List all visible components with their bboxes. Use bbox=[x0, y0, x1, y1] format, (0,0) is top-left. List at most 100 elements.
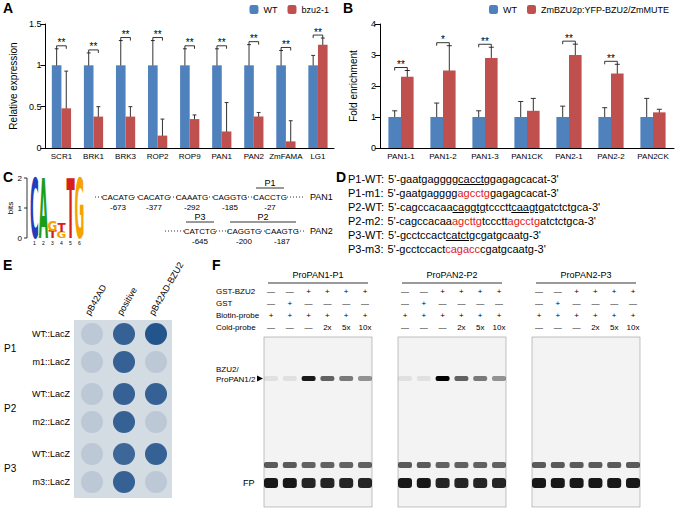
svg-text:-27: -27 bbox=[264, 203, 276, 212]
svg-text:10x: 10x bbox=[493, 323, 506, 332]
svg-text:PAN1-2: PAN1-2 bbox=[429, 152, 457, 161]
svg-text:+: + bbox=[344, 287, 349, 296]
svg-text:+: + bbox=[593, 311, 598, 320]
svg-text:0: 0 bbox=[371, 143, 376, 153]
svg-text:—: — bbox=[305, 299, 313, 308]
svg-text:—: — bbox=[535, 299, 543, 308]
svg-text:+: + bbox=[363, 287, 368, 296]
svg-text:P3: P3 bbox=[194, 212, 205, 222]
svg-text:Fold enrichment: Fold enrichment bbox=[348, 50, 359, 122]
svg-text:ProPAN1-P1: ProPAN1-P1 bbox=[293, 270, 344, 280]
svg-text:—: — bbox=[361, 299, 369, 308]
svg-text:PAN1: PAN1 bbox=[310, 192, 333, 202]
svg-text:+: + bbox=[363, 311, 368, 320]
svg-text:m3::LacZ: m3::LacZ bbox=[32, 477, 70, 487]
svg-text:P1: P1 bbox=[4, 343, 17, 354]
svg-text:-292: -292 bbox=[184, 203, 201, 212]
svg-text:FP: FP bbox=[243, 478, 255, 488]
svg-text:G: G bbox=[75, 161, 85, 258]
svg-text:pB42AD: pB42AD bbox=[83, 283, 109, 317]
svg-text:1: 1 bbox=[33, 240, 36, 246]
svg-text:-187: -187 bbox=[274, 237, 291, 246]
svg-text:CAGGTG: CAGGTG bbox=[227, 227, 262, 236]
svg-text:1: 1 bbox=[18, 204, 23, 213]
svg-text:A: A bbox=[3, 0, 13, 16]
svg-text:**: ** bbox=[186, 37, 194, 48]
svg-text:WT::LacZ: WT::LacZ bbox=[32, 389, 71, 399]
svg-text:CAAATG: CAAATG bbox=[176, 193, 208, 202]
svg-text:PAN2CK: PAN2CK bbox=[637, 152, 669, 161]
svg-text:+: + bbox=[344, 311, 349, 320]
svg-text:—: — bbox=[554, 323, 562, 332]
svg-text:**: ** bbox=[58, 37, 66, 48]
svg-text:—: — bbox=[629, 299, 637, 308]
svg-text:—: — bbox=[286, 287, 294, 296]
svg-text:ROP2: ROP2 bbox=[147, 152, 169, 161]
svg-text:—: — bbox=[573, 299, 581, 308]
svg-text:—: — bbox=[305, 323, 313, 332]
svg-text:WT: WT bbox=[503, 5, 517, 15]
svg-text:ZmBZU2p:YFP-BZU2/ZmMUTE: ZmBZU2p:YFP-BZU2/ZmMUTE bbox=[541, 5, 669, 15]
svg-text:T: T bbox=[48, 229, 57, 241]
svg-text:—: — bbox=[420, 323, 428, 332]
svg-text:bzu2-1: bzu2-1 bbox=[301, 5, 329, 15]
svg-text:bits: bits bbox=[6, 202, 15, 214]
svg-text:PAN1-1: PAN1-1 bbox=[387, 152, 415, 161]
svg-text:0: 0 bbox=[36, 143, 41, 153]
svg-text:SCR1: SCR1 bbox=[51, 152, 73, 161]
svg-text:+: + bbox=[478, 287, 483, 296]
svg-text:+: + bbox=[403, 311, 408, 320]
svg-text:+: + bbox=[612, 287, 617, 296]
svg-text:F: F bbox=[212, 257, 221, 273]
svg-text:0.5: 0.5 bbox=[29, 102, 42, 112]
svg-text:ZmFAMA: ZmFAMA bbox=[269, 152, 303, 161]
svg-text:**: ** bbox=[90, 41, 98, 52]
svg-text:4: 4 bbox=[60, 240, 63, 246]
svg-text:D: D bbox=[336, 169, 346, 185]
svg-text:—: — bbox=[286, 323, 294, 332]
svg-text:+: + bbox=[325, 311, 330, 320]
svg-text:1: 1 bbox=[36, 60, 41, 70]
svg-text:+: + bbox=[631, 287, 636, 296]
svg-text:+: + bbox=[537, 311, 542, 320]
svg-text:**: ** bbox=[218, 37, 226, 48]
svg-text:5x: 5x bbox=[476, 323, 484, 332]
svg-text:—: — bbox=[439, 323, 447, 332]
svg-text:+: + bbox=[287, 311, 292, 320]
svg-text:CAAGTG: CAAGTG bbox=[265, 227, 299, 236]
svg-text:+: + bbox=[612, 311, 617, 320]
svg-text:—: — bbox=[591, 299, 599, 308]
svg-text:3: 3 bbox=[51, 240, 54, 246]
svg-text:pB42AD-BZU2: pB42AD-BZU2 bbox=[147, 260, 185, 317]
svg-text:Biotin-probe: Biotin-probe bbox=[216, 311, 260, 320]
svg-text:+: + bbox=[497, 311, 502, 320]
svg-text:CACCTG: CACCTG bbox=[253, 193, 287, 202]
svg-text:—: — bbox=[535, 287, 543, 296]
svg-text:positive: positive bbox=[115, 286, 139, 317]
svg-text:—: — bbox=[267, 323, 275, 332]
svg-text:+: + bbox=[306, 311, 311, 320]
svg-text:PAN2-1: PAN2-1 bbox=[555, 152, 583, 161]
svg-text:+: + bbox=[459, 287, 464, 296]
svg-text:Cold-probe: Cold-probe bbox=[216, 323, 256, 332]
svg-text:**: ** bbox=[607, 53, 615, 64]
svg-text:2x: 2x bbox=[457, 323, 465, 332]
svg-text:+: + bbox=[574, 287, 579, 296]
svg-text:Relative expression: Relative expression bbox=[8, 42, 19, 129]
svg-text:PAN2: PAN2 bbox=[310, 226, 333, 236]
svg-text:WT::LacZ: WT::LacZ bbox=[32, 449, 71, 459]
svg-text:+: + bbox=[497, 287, 502, 296]
svg-text:LG1: LG1 bbox=[310, 152, 326, 161]
svg-text:*: * bbox=[441, 34, 445, 45]
svg-text:P2: P2 bbox=[4, 403, 17, 414]
svg-text:BRK3: BRK3 bbox=[115, 152, 136, 161]
svg-text:0: 0 bbox=[18, 234, 23, 243]
svg-text:**: ** bbox=[481, 36, 489, 47]
svg-text:PAN1-3: PAN1-3 bbox=[471, 152, 499, 161]
svg-text:+: + bbox=[631, 311, 636, 320]
svg-text:ProPAN2-P2: ProPAN2-P2 bbox=[427, 270, 478, 280]
svg-text:**: ** bbox=[122, 29, 130, 40]
svg-text:—: — bbox=[535, 323, 543, 332]
svg-text:P3: P3 bbox=[4, 463, 17, 474]
svg-text:C: C bbox=[30, 161, 39, 258]
